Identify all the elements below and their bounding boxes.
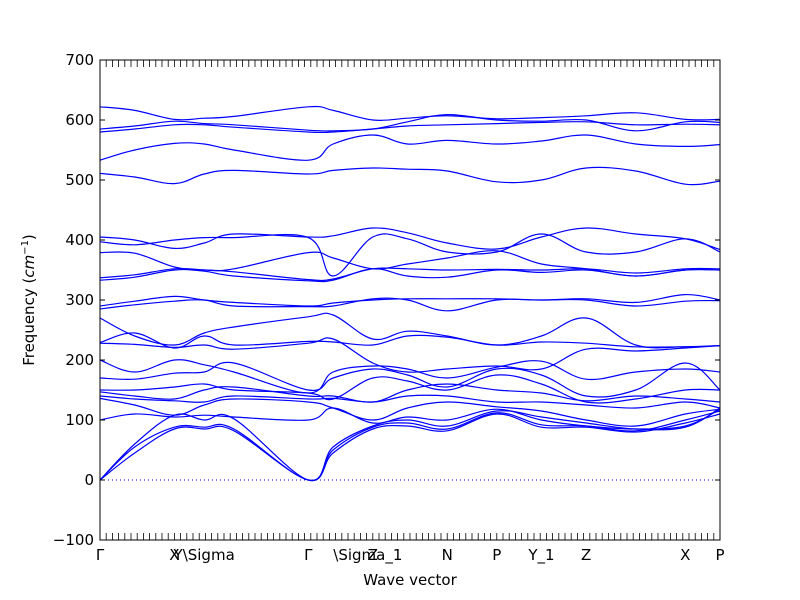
band-line-6 <box>99 227 721 251</box>
band-line-12 <box>99 297 721 312</box>
band-line-9 <box>99 267 721 282</box>
y-axis-label-unit: cm <box>20 255 38 278</box>
x-tick-label: X <box>169 546 179 564</box>
band-line-25 <box>99 413 721 481</box>
y-axis-label-paren-close: ) <box>20 234 38 240</box>
band-line-3 <box>99 121 721 134</box>
x-axis-label: Wave vector <box>363 571 457 589</box>
y-tick-label: 700 <box>65 51 94 69</box>
band-line-11 <box>99 293 721 307</box>
x-tick-label: P <box>715 546 724 564</box>
y-axis-label-paren-open: ( <box>20 278 38 284</box>
x-tick-label: Z <box>581 546 591 564</box>
y-ticks: −100 0 100 200 300 400 500 600 700 <box>53 51 720 549</box>
band-line-20 <box>99 394 721 409</box>
band-line-16 <box>99 359 721 394</box>
band-line-10 <box>99 268 721 283</box>
band-line-18 <box>99 374 721 404</box>
x-tick-label: Z <box>368 546 378 564</box>
x-tick-label: \Sigma_1 <box>333 546 402 565</box>
band-line-7 <box>99 233 721 277</box>
x-tick-label: Y_1 <box>527 546 554 565</box>
x-tick-label: Γ <box>304 546 313 564</box>
y-axis-label-text: Frequency <box>20 284 38 366</box>
band-line-21 <box>99 397 721 427</box>
x-tick-label: N <box>442 546 453 564</box>
band-line-14 <box>99 332 721 349</box>
y-tick-label: −100 <box>53 531 94 549</box>
x-tick-label: X <box>680 546 690 564</box>
y-tick-label: 300 <box>65 291 94 309</box>
band-line-13 <box>99 312 721 349</box>
y-tick-label: 400 <box>65 231 94 249</box>
band-line-4 <box>99 134 721 161</box>
x-tick-label: P <box>492 546 501 564</box>
band-line-1 <box>99 105 721 122</box>
y-tick-label: 200 <box>65 351 94 369</box>
band-line-24 <box>99 410 721 481</box>
band-line-23 <box>99 407 721 482</box>
series-layer <box>99 105 721 482</box>
y-tick-label: 600 <box>65 111 94 129</box>
band-line-2 <box>99 113 721 132</box>
x-tick-label: Y\Sigma <box>173 546 235 564</box>
band-line-19 <box>99 383 721 403</box>
band-line-17 <box>99 361 721 398</box>
x-ticks: Γ XY\Sigma Γ Z\Sigma_1 N P Y_1 Z X P <box>96 60 725 565</box>
y-tick-label: 500 <box>65 171 94 189</box>
y-tick-label: 0 <box>84 471 94 489</box>
band-line-15 <box>99 337 721 373</box>
y-axis-label: Frequency (cm−1) <box>20 234 38 366</box>
band-line-5 <box>99 166 721 186</box>
y-tick-label: 100 <box>65 411 94 429</box>
y-axis-label-unit-exp: −1 <box>20 240 31 255</box>
x-tick-label: Γ <box>96 546 105 564</box>
